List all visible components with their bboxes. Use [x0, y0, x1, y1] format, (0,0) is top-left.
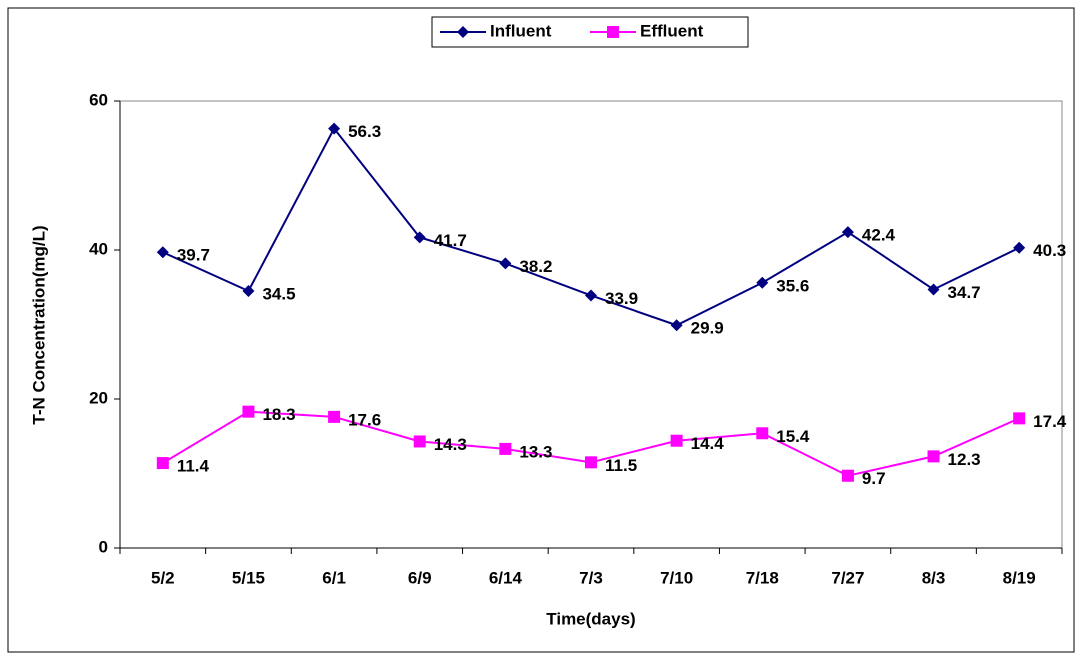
- data-point: [670, 434, 683, 447]
- data-label: 14.4: [691, 434, 725, 453]
- data-label: 17.6: [348, 410, 381, 429]
- plot-area: [119, 100, 1063, 549]
- y-axis-title: T-N Concentration(mg/L): [29, 225, 48, 424]
- data-label: 34.7: [948, 283, 981, 302]
- legend-marker: [457, 26, 469, 38]
- y-tick-label: 0: [99, 537, 108, 556]
- data-label: 15.4: [776, 427, 810, 446]
- x-axis-title: Time(days): [546, 609, 635, 628]
- x-tick-label: 6/9: [408, 568, 432, 587]
- data-point: [756, 427, 769, 440]
- data-label: 42.4: [862, 226, 896, 245]
- data-point: [670, 319, 683, 332]
- x-tick-label: 7/27: [831, 568, 864, 587]
- data-label: 38.2: [519, 257, 552, 276]
- data-label: 56.3: [348, 122, 381, 141]
- data-label: 11.5: [605, 456, 637, 475]
- data-label: 39.7: [177, 246, 210, 265]
- data-point: [242, 405, 255, 418]
- data-label: 12.3: [948, 450, 981, 469]
- x-tick-label: 6/14: [489, 568, 523, 587]
- legend-marker: [607, 26, 619, 38]
- x-tick-label: 8/19: [1003, 568, 1036, 587]
- y-tick-label: 60: [89, 90, 108, 109]
- x-tick-label: 7/3: [579, 568, 603, 587]
- data-label: 33.9: [605, 289, 638, 308]
- data-label: 17.4: [1033, 412, 1067, 431]
- data-point: [413, 231, 426, 244]
- data-point: [927, 283, 940, 296]
- data-label: 14.3: [434, 435, 467, 454]
- data-point: [499, 257, 512, 270]
- data-label: 29.9: [691, 319, 724, 338]
- data-point: [585, 456, 597, 469]
- data-label: 13.3: [519, 442, 552, 461]
- data-label: 9.7: [862, 469, 886, 488]
- data-label: 11.4: [177, 457, 210, 476]
- y-tick-label: 20: [89, 388, 108, 407]
- x-tick-label: 5/2: [151, 568, 175, 587]
- x-tick-label: 7/18: [746, 568, 779, 587]
- data-point: [328, 122, 341, 135]
- data-label: 41.7: [434, 231, 467, 250]
- data-point: [841, 469, 854, 482]
- data-point: [413, 435, 426, 448]
- data-label: 35.6: [776, 276, 809, 295]
- x-tick-label: 7/10: [660, 568, 693, 587]
- y-tick-label: 40: [89, 239, 108, 258]
- data-point: [841, 226, 854, 239]
- legend-label: Effluent: [640, 21, 704, 40]
- data-point: [328, 410, 341, 423]
- data-label: 40.3: [1033, 241, 1066, 260]
- x-tick-label: 5/15: [232, 568, 265, 587]
- data-point: [585, 289, 597, 302]
- x-tick-label: 6/1: [322, 568, 346, 587]
- data-point: [1013, 412, 1026, 425]
- data-point: [156, 246, 169, 259]
- legend-label: Influent: [490, 21, 552, 40]
- x-tick-label: 8/3: [922, 568, 946, 587]
- data-point: [156, 457, 169, 470]
- data-point: [756, 276, 769, 289]
- data-label: 18.3: [262, 405, 295, 424]
- data-point: [927, 450, 940, 463]
- data-point: [1013, 241, 1026, 254]
- data-point: [499, 442, 512, 455]
- data-point: [242, 284, 255, 297]
- data-label: 34.5: [262, 284, 295, 303]
